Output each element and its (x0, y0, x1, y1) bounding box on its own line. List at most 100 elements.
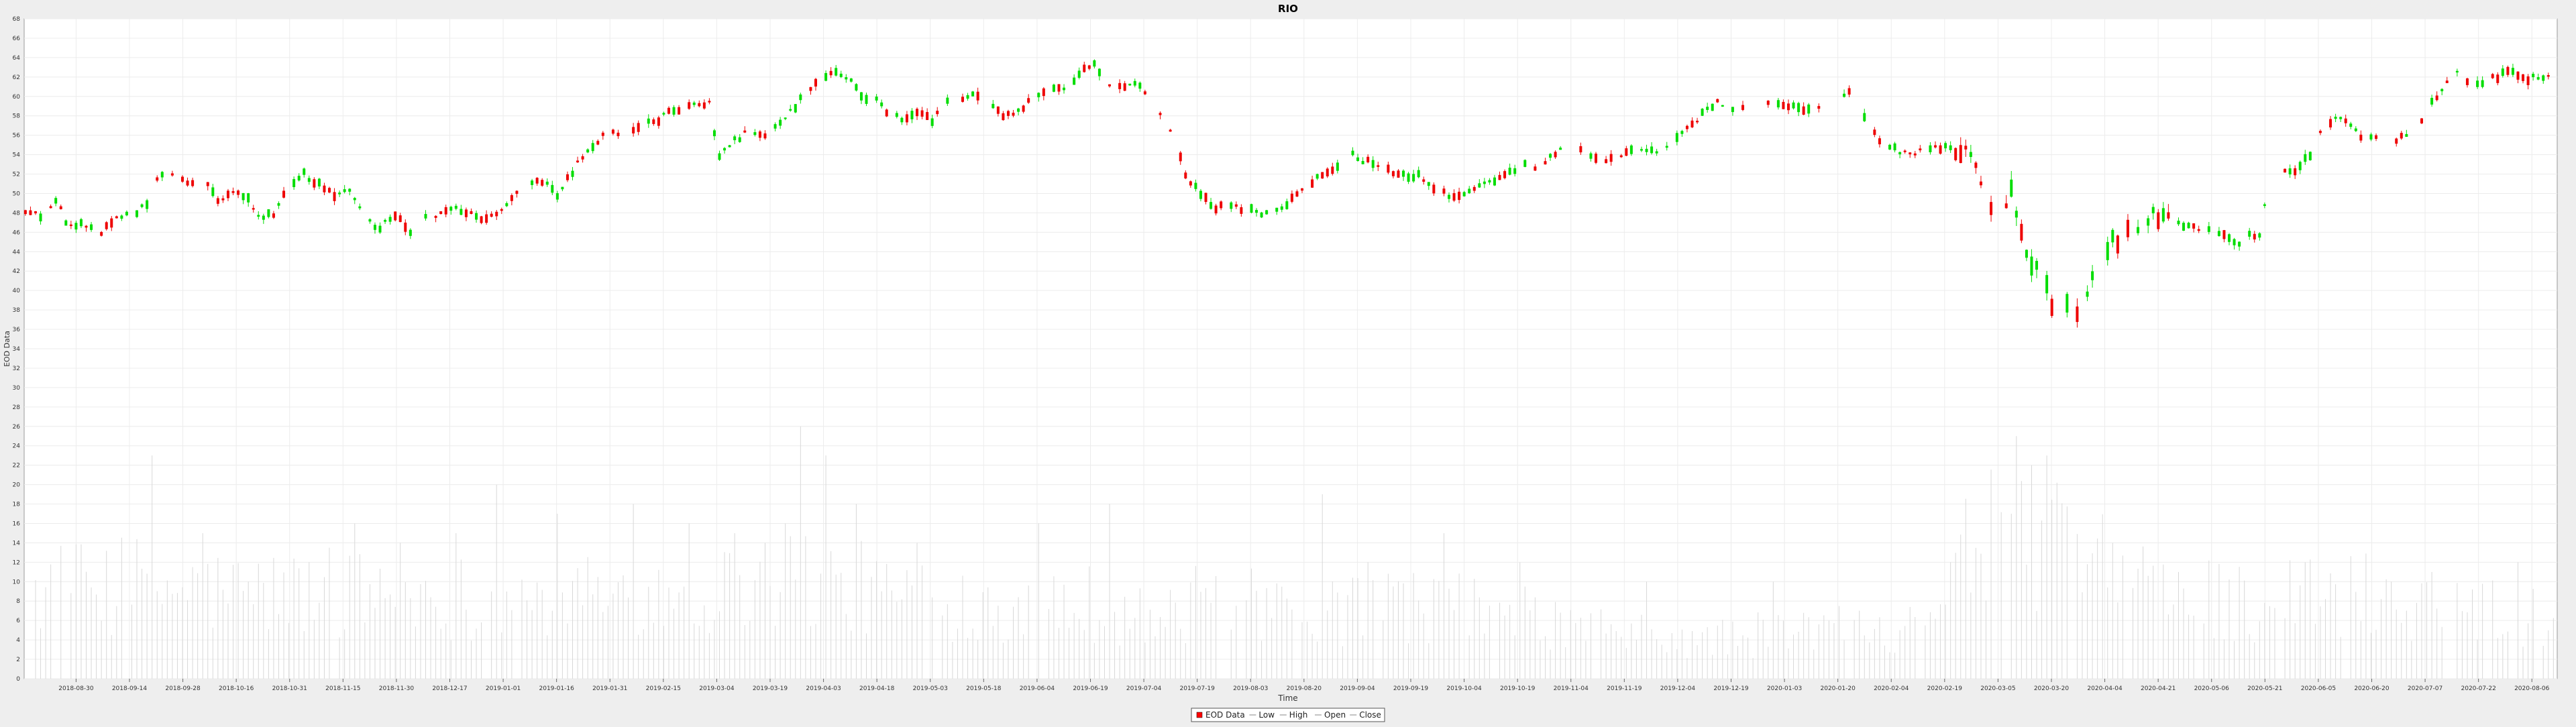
candle-body (1311, 179, 1314, 188)
candle-body (2304, 154, 2307, 162)
candle (125, 210, 128, 217)
candle-body (1782, 101, 1785, 109)
candle-body (2157, 212, 2160, 229)
candle-body (996, 106, 1000, 114)
candle (1954, 147, 1957, 162)
candle-body (206, 182, 209, 186)
candle (136, 210, 139, 219)
candle (2329, 115, 2332, 130)
candle (900, 116, 904, 125)
y-tick-label: 52 (13, 172, 20, 178)
candle-body (1696, 121, 1699, 123)
candle (2501, 65, 2504, 78)
candle-body (611, 129, 614, 134)
candle (2106, 236, 2109, 266)
candle (763, 130, 767, 140)
candle-body (1579, 146, 1582, 153)
candle-body (1432, 184, 1436, 194)
x-tick-label: 2020-04-04 (2087, 685, 2123, 692)
candle-body (1123, 83, 1126, 91)
candle (434, 215, 437, 223)
candle (2025, 249, 2028, 262)
candle-body (1933, 145, 1937, 148)
candle-body (1143, 91, 1146, 95)
candle-body (262, 215, 265, 220)
candle-body (2481, 80, 2484, 87)
candle (662, 111, 665, 117)
y-tick-label: 28 (13, 404, 21, 411)
candle-body (2015, 211, 2018, 218)
candle (2298, 160, 2302, 174)
candle (1159, 111, 1162, 119)
candle (1478, 179, 1481, 188)
candle (398, 213, 402, 223)
candle (140, 203, 144, 209)
candle-body (373, 225, 376, 230)
candle (485, 210, 488, 225)
candle (1680, 129, 1684, 137)
candle-body (485, 214, 488, 223)
candle (358, 203, 362, 211)
x-tick-label: 2019-01-31 (592, 685, 627, 692)
candle (961, 93, 965, 103)
candle-body (2420, 118, 2423, 123)
candle (773, 122, 777, 131)
candle (1534, 164, 1537, 171)
candle-body (2228, 234, 2231, 242)
candle (976, 87, 979, 105)
candle-body (1711, 103, 1714, 111)
candle (591, 139, 594, 154)
candle (2217, 227, 2220, 237)
candle-body (90, 224, 93, 230)
x-tick-label: 2019-10-19 (1500, 685, 1536, 692)
candle-body (779, 119, 782, 126)
y-tick-label: 34 (13, 346, 21, 353)
candle (1022, 105, 1025, 114)
candle (576, 156, 580, 163)
candle (2546, 72, 2550, 80)
x-tick-label: 2020-07-07 (2408, 685, 2443, 692)
y-tick-label: 66 (13, 36, 21, 42)
candle (1609, 150, 1613, 166)
candle (799, 93, 802, 104)
candle-body (303, 168, 306, 175)
candle (1077, 67, 1081, 80)
candle (616, 129, 620, 139)
candle-body (824, 72, 828, 81)
candle-body (404, 222, 407, 232)
candle-body (581, 156, 584, 160)
candle (257, 211, 260, 220)
x-axis: 2018-08-30 2018-09-14 2018-09-28 2018-10-16… (58, 679, 2550, 692)
candle (2157, 209, 2160, 232)
candle (1797, 101, 1801, 117)
candle (2481, 76, 2484, 89)
candle (2318, 129, 2322, 135)
candle (688, 99, 691, 110)
candle-body (2126, 219, 2129, 237)
candle-body (2004, 203, 2008, 209)
candle (1366, 154, 1370, 164)
candle-body (1629, 145, 1633, 154)
y-tick-label: 58 (13, 113, 21, 120)
candle (1063, 84, 1066, 94)
candle-body (566, 174, 569, 180)
candle-body (2294, 168, 2297, 176)
candle (809, 87, 812, 95)
candle (2465, 77, 2469, 88)
candle (1169, 128, 1172, 132)
candle (2076, 298, 2079, 328)
candle (1483, 178, 1486, 188)
candle-body (1194, 182, 1197, 189)
candle (1843, 89, 1846, 98)
candle-body (125, 211, 128, 216)
candle (1944, 141, 1947, 152)
candle-body (460, 209, 463, 215)
y-tick-label: 68 (13, 16, 21, 23)
x-tick-label: 2018-09-28 (165, 685, 201, 692)
candle (2015, 206, 2018, 226)
y-tick-label: 6 (16, 618, 20, 624)
candle (2192, 223, 2196, 233)
candle-body (601, 132, 604, 136)
y-tick-label: 64 (13, 55, 21, 62)
candle (449, 205, 453, 215)
